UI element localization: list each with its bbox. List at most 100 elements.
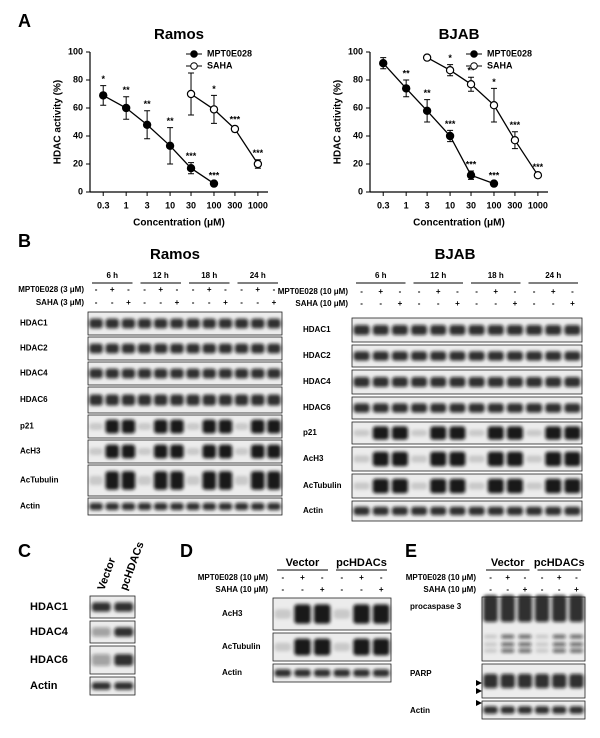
treatment-sign: - [321,573,324,582]
blot-band [186,448,200,455]
treatment-sign: - [506,585,509,594]
blot-band [534,706,550,714]
blot-band [121,444,136,459]
blot-band [89,475,103,486]
blot-band [186,423,200,430]
blot-band [372,324,389,336]
blot-band [267,471,281,490]
blot-band [313,638,331,656]
blot-band [353,669,370,677]
x-tick-label: 10 [445,200,455,210]
data-point [466,170,476,180]
significance: *** [489,171,500,181]
blot-band [186,394,200,406]
blot-band [449,478,466,494]
y-axis-label: HDAC activity (%) [333,80,344,164]
y-tick-label: 60 [73,102,83,112]
y-tick-label: 20 [353,158,363,168]
blot-band [114,682,134,690]
panel-label: D [180,541,193,561]
x-tick-label: 10 [165,200,175,210]
y-tick-label: 20 [73,158,83,168]
y-tick-label: 40 [353,130,363,140]
y-tick-label: 100 [348,46,363,56]
blot-band [250,502,265,511]
data-point [422,53,432,62]
legend-label: SAHA [487,60,513,70]
treatment-sign: - [456,287,459,296]
blot-band [506,506,523,516]
protein-label: HDAC6 [303,403,331,412]
treatment-sign: + [455,299,460,308]
blot-strip [351,421,583,445]
blot-band [105,419,120,434]
blot-band [564,351,581,361]
blot-band [274,642,292,652]
significance: *** [253,148,264,158]
blot-band [535,642,549,647]
data-point [445,65,455,75]
legend-marker [470,50,478,58]
treatment-sign: - [437,299,440,308]
blot-band [487,403,504,413]
treatment-label: SAHA (10 μM) [423,585,476,594]
blot-band [89,394,103,406]
blot-band [564,506,581,516]
blot-band [234,502,249,511]
treatment-sign: - [208,298,211,307]
protein-label: AcTubulin [303,481,342,490]
blot-band [430,376,447,388]
blot-band [218,394,233,406]
blot-band [218,343,233,354]
treatment-sign: + [513,299,518,308]
x-tick-label: 1000 [528,200,548,210]
blot-band [202,343,217,354]
blot-band [545,376,562,388]
blot-band [202,318,217,329]
treatment-sign: - [240,298,243,307]
protein-label: HDAC1 [303,325,331,334]
y-tick-label: 40 [73,130,83,140]
blot-band [545,478,562,494]
blot-band [411,455,428,463]
blot-band [430,403,447,413]
treatment-sign: - [143,298,146,307]
blot-band [153,318,168,329]
x-axis-label: Concentration (μM) [413,218,505,229]
treatment-label: MPT0E028 (10 μM) [198,573,269,582]
blot-band [391,478,408,494]
treatment-sign: - [533,299,536,308]
blot-band [484,642,498,647]
blot-strip [481,663,586,699]
treatment-sign: - [192,285,195,294]
treatment-sign: - [514,287,517,296]
blot-band [353,403,370,413]
arrowhead [476,680,482,686]
treatment-sign: + [398,299,403,308]
treatment-sign: - [489,585,492,594]
blot-band [468,455,485,463]
blot-band [267,444,281,459]
x-tick-label: 1000 [248,200,268,210]
blot-strip [351,473,583,499]
data-point [99,91,108,100]
treatment-sign: + [557,573,562,582]
treatment-sign: - [418,287,421,296]
blot-band [121,471,136,490]
blot-strip [87,311,283,336]
group-label: Vector [286,557,320,569]
significance: *** [209,171,220,181]
blot-band [545,426,562,440]
y-tick-label: 80 [353,74,363,84]
blot-band [526,429,543,437]
blot-strip [87,464,283,497]
protein-label: AcH3 [20,447,41,456]
x-tick-label: 3 [145,200,150,210]
blot-band [202,419,217,434]
blot-band [267,368,281,379]
panel-label: B [18,231,31,251]
blot-band [468,429,485,437]
blot-strip [87,414,283,439]
blot-band [274,669,292,677]
blot-band [91,627,111,637]
